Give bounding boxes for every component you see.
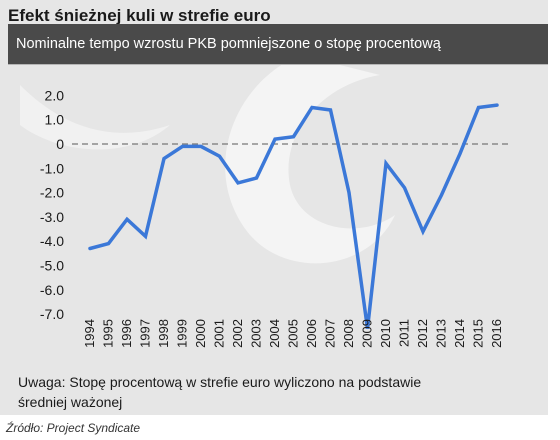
divider [8,64,548,65]
x-tick-label: 2010 [378,319,393,348]
x-tick-label: 1995 [101,319,116,348]
x-tick-label: 1997 [138,319,153,348]
x-tick-label: 2009 [360,319,375,348]
x-tick-label: 2015 [471,319,486,348]
y-tick-label: -4.0 [40,233,64,249]
x-tick-label: 1994 [82,319,97,348]
y-tick-label: 1.0 [45,112,65,128]
x-tick-label: 2013 [434,319,449,348]
x-tick-label: 2011 [397,319,412,347]
chart-note: Uwaga: Stopę procentową w strefie euro w… [18,374,422,410]
x-tick-label: 1996 [119,319,134,348]
y-tick-label: -3.0 [40,209,64,225]
x-tick-label: 2008 [341,319,356,348]
y-tick-label: -2.0 [40,185,64,201]
swirl-shape-2 [20,85,170,150]
line-chart: 2.0 1.0 0 -1.0 -2.0 -3.0 -4.0 -5.0 -6.0 -7.0 1994… [20,65,510,348]
series-lines [88,103,499,329]
background-swirl [20,65,395,264]
series-line-0 [88,103,499,329]
x-tick-label: 2003 [249,319,264,348]
y-tick-label: 0 [56,136,64,152]
chart-subtitle: Nominalne tempo wzrostu PKB pomniejszone… [8,24,548,64]
x-axis-ticks: 1994 1995 1996 1997 1998 1999 2000 2001 2002 2003… [82,319,504,348]
x-tick-label: 2001 [212,319,227,348]
x-tick-label: 2006 [304,319,319,348]
swirl-shape-1 [225,65,395,264]
x-tick-label: 2012 [415,319,430,348]
x-tick-label: 2002 [230,319,245,348]
x-tick-label: 2016 [489,319,504,348]
x-tick-label: 2004 [267,319,282,348]
y-tick-label: -5.0 [40,258,64,274]
y-tick-label: -1.0 [40,160,64,176]
x-tick-label: 2007 [323,319,338,348]
y-tick-label: -7.0 [40,306,64,322]
x-tick-label: 2014 [452,319,467,348]
x-tick-label: 1998 [156,319,171,348]
y-tick-label: 2.0 [45,87,65,103]
chart-title: Efekt śnieżnej kuli w strefie euro [8,6,271,25]
x-tick-label: 1999 [175,319,190,348]
chart-source: Źródło: Project Syndicate [6,421,141,435]
x-tick-label: 2005 [286,319,301,348]
y-tick-label: -6.0 [40,282,64,298]
y-axis-ticks: 2.0 1.0 0 -1.0 -2.0 -3.0 -4.0 -5.0 -6.0 -7.0 [40,87,64,322]
x-tick-label: 2000 [193,319,208,348]
